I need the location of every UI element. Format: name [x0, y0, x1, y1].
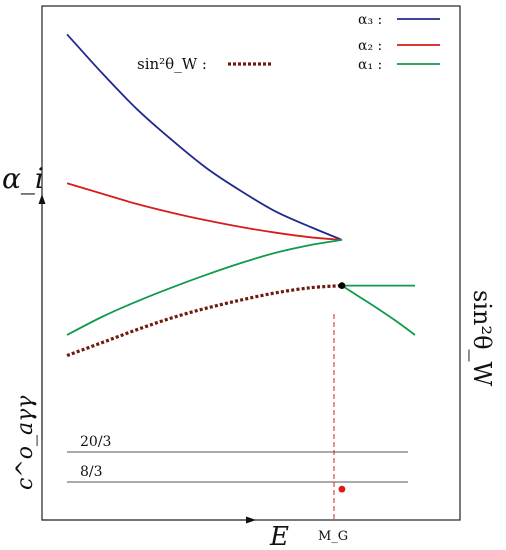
legend-label-alpha3: α₃ : [358, 12, 382, 28]
y-axis-label-alpha: α_i [2, 162, 44, 195]
y-axis-label-coupling: c^o_aγγ [13, 395, 38, 490]
series-alpha1-branch [341, 284, 416, 336]
mg-label: M_G [318, 529, 348, 544]
series-alpha3 [66, 33, 343, 241]
hline-label-8-3: 8/3 [80, 464, 103, 480]
legend-label-alpha2: α₂ : [358, 38, 382, 54]
mg-point [338, 485, 346, 493]
x-axis-label-e: E [269, 522, 289, 550]
series-group [66, 33, 416, 358]
series-sin2thetaw [66, 284, 343, 358]
x-axis-arrowhead [246, 516, 256, 524]
y-axis-label-sin2thetaw: sin²θ_W [468, 290, 496, 387]
legend-label-alpha1: α₁ : [358, 57, 382, 73]
series-alpha1 [66, 239, 343, 336]
hline-label-20-3: 20/3 [80, 434, 111, 450]
series-alpha2 [66, 182, 342, 241]
legend: α₃ : α₂ : α₁ : [358, 12, 440, 73]
weinberg-legend-label: sin²θ_W : [137, 55, 207, 73]
convergence-point [338, 282, 346, 290]
y-axis-arrowhead [38, 194, 46, 204]
